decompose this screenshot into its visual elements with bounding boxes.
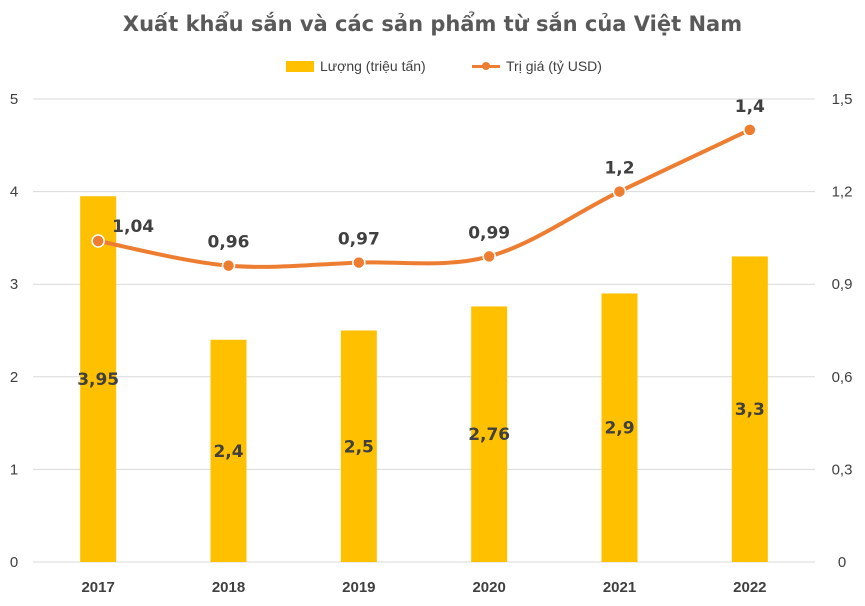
y-left-tick-label: 4 [10,184,18,201]
y-right-tick-label: 0 [838,554,846,571]
bar-data-label: 2,4 [213,442,243,462]
line-data-label: 1,04 [112,217,154,237]
value-line [96,127,752,269]
x-tick-label: 2017 [81,579,114,596]
bar [731,256,768,562]
y-left-tick-label: 2 [10,369,18,386]
line-data-label: 0,99 [468,223,510,243]
line-data-label: 0,96 [208,233,250,253]
line-data-label: 1,4 [735,97,765,117]
y-left-tick-label: 3 [10,276,18,293]
bar-data-label: 3,3 [735,400,765,420]
bar [80,196,117,563]
legend-label-line: Trị giá (tỷ USD) [506,58,602,74]
line-marker [91,234,105,248]
line-data-label: 1,2 [604,159,634,179]
legend: Lượng (triệu tấn) Trị giá (tỷ USD) [0,58,865,76]
x-tick-label: 2022 [733,579,766,596]
legend-item-line: Trị giá (tỷ USD) [472,58,602,74]
y-right-tick-label: 1,2 [832,184,853,201]
bar [210,339,247,562]
line-marker [482,249,496,264]
chart-title: Xuất khẩu sắn và các sản phẩm từ sắn của… [122,12,743,36]
y-right-tick-label: 0,6 [832,369,853,386]
y-right-tick-label: 0,9 [832,276,853,293]
bar-data-label: 2,5 [344,437,374,457]
line-marker [221,258,236,273]
y-left-tick-label: 0 [10,554,18,571]
y-right-tick-label: 0,3 [832,461,853,478]
bar [601,293,638,562]
x-tick-label: 2021 [603,579,636,596]
legend-label-bar: Lượng (triệu tấn) [320,58,426,74]
x-tick-label: 2018 [212,579,245,596]
legend-swatch-line [472,61,500,72]
line-marker [743,123,757,137]
y-left-tick-label: 1 [10,461,18,478]
y-right-tick-label: 1,5 [832,91,853,108]
bar [340,330,377,562]
x-tick-label: 2019 [342,579,375,596]
bar [471,306,508,562]
line-marker [612,184,627,199]
legend-swatch-bar [286,60,314,72]
line-data-label: 0,97 [338,230,380,250]
bar-data-label: 3,95 [77,370,119,390]
bar-data-label: 2,9 [604,419,634,439]
legend-item-bar: Lượng (triệu tấn) [286,58,426,74]
line-marker [352,255,366,270]
y-left-tick-label: 5 [10,91,18,108]
bar-data-label: 2,76 [468,425,510,445]
x-tick-label: 2020 [472,579,505,596]
